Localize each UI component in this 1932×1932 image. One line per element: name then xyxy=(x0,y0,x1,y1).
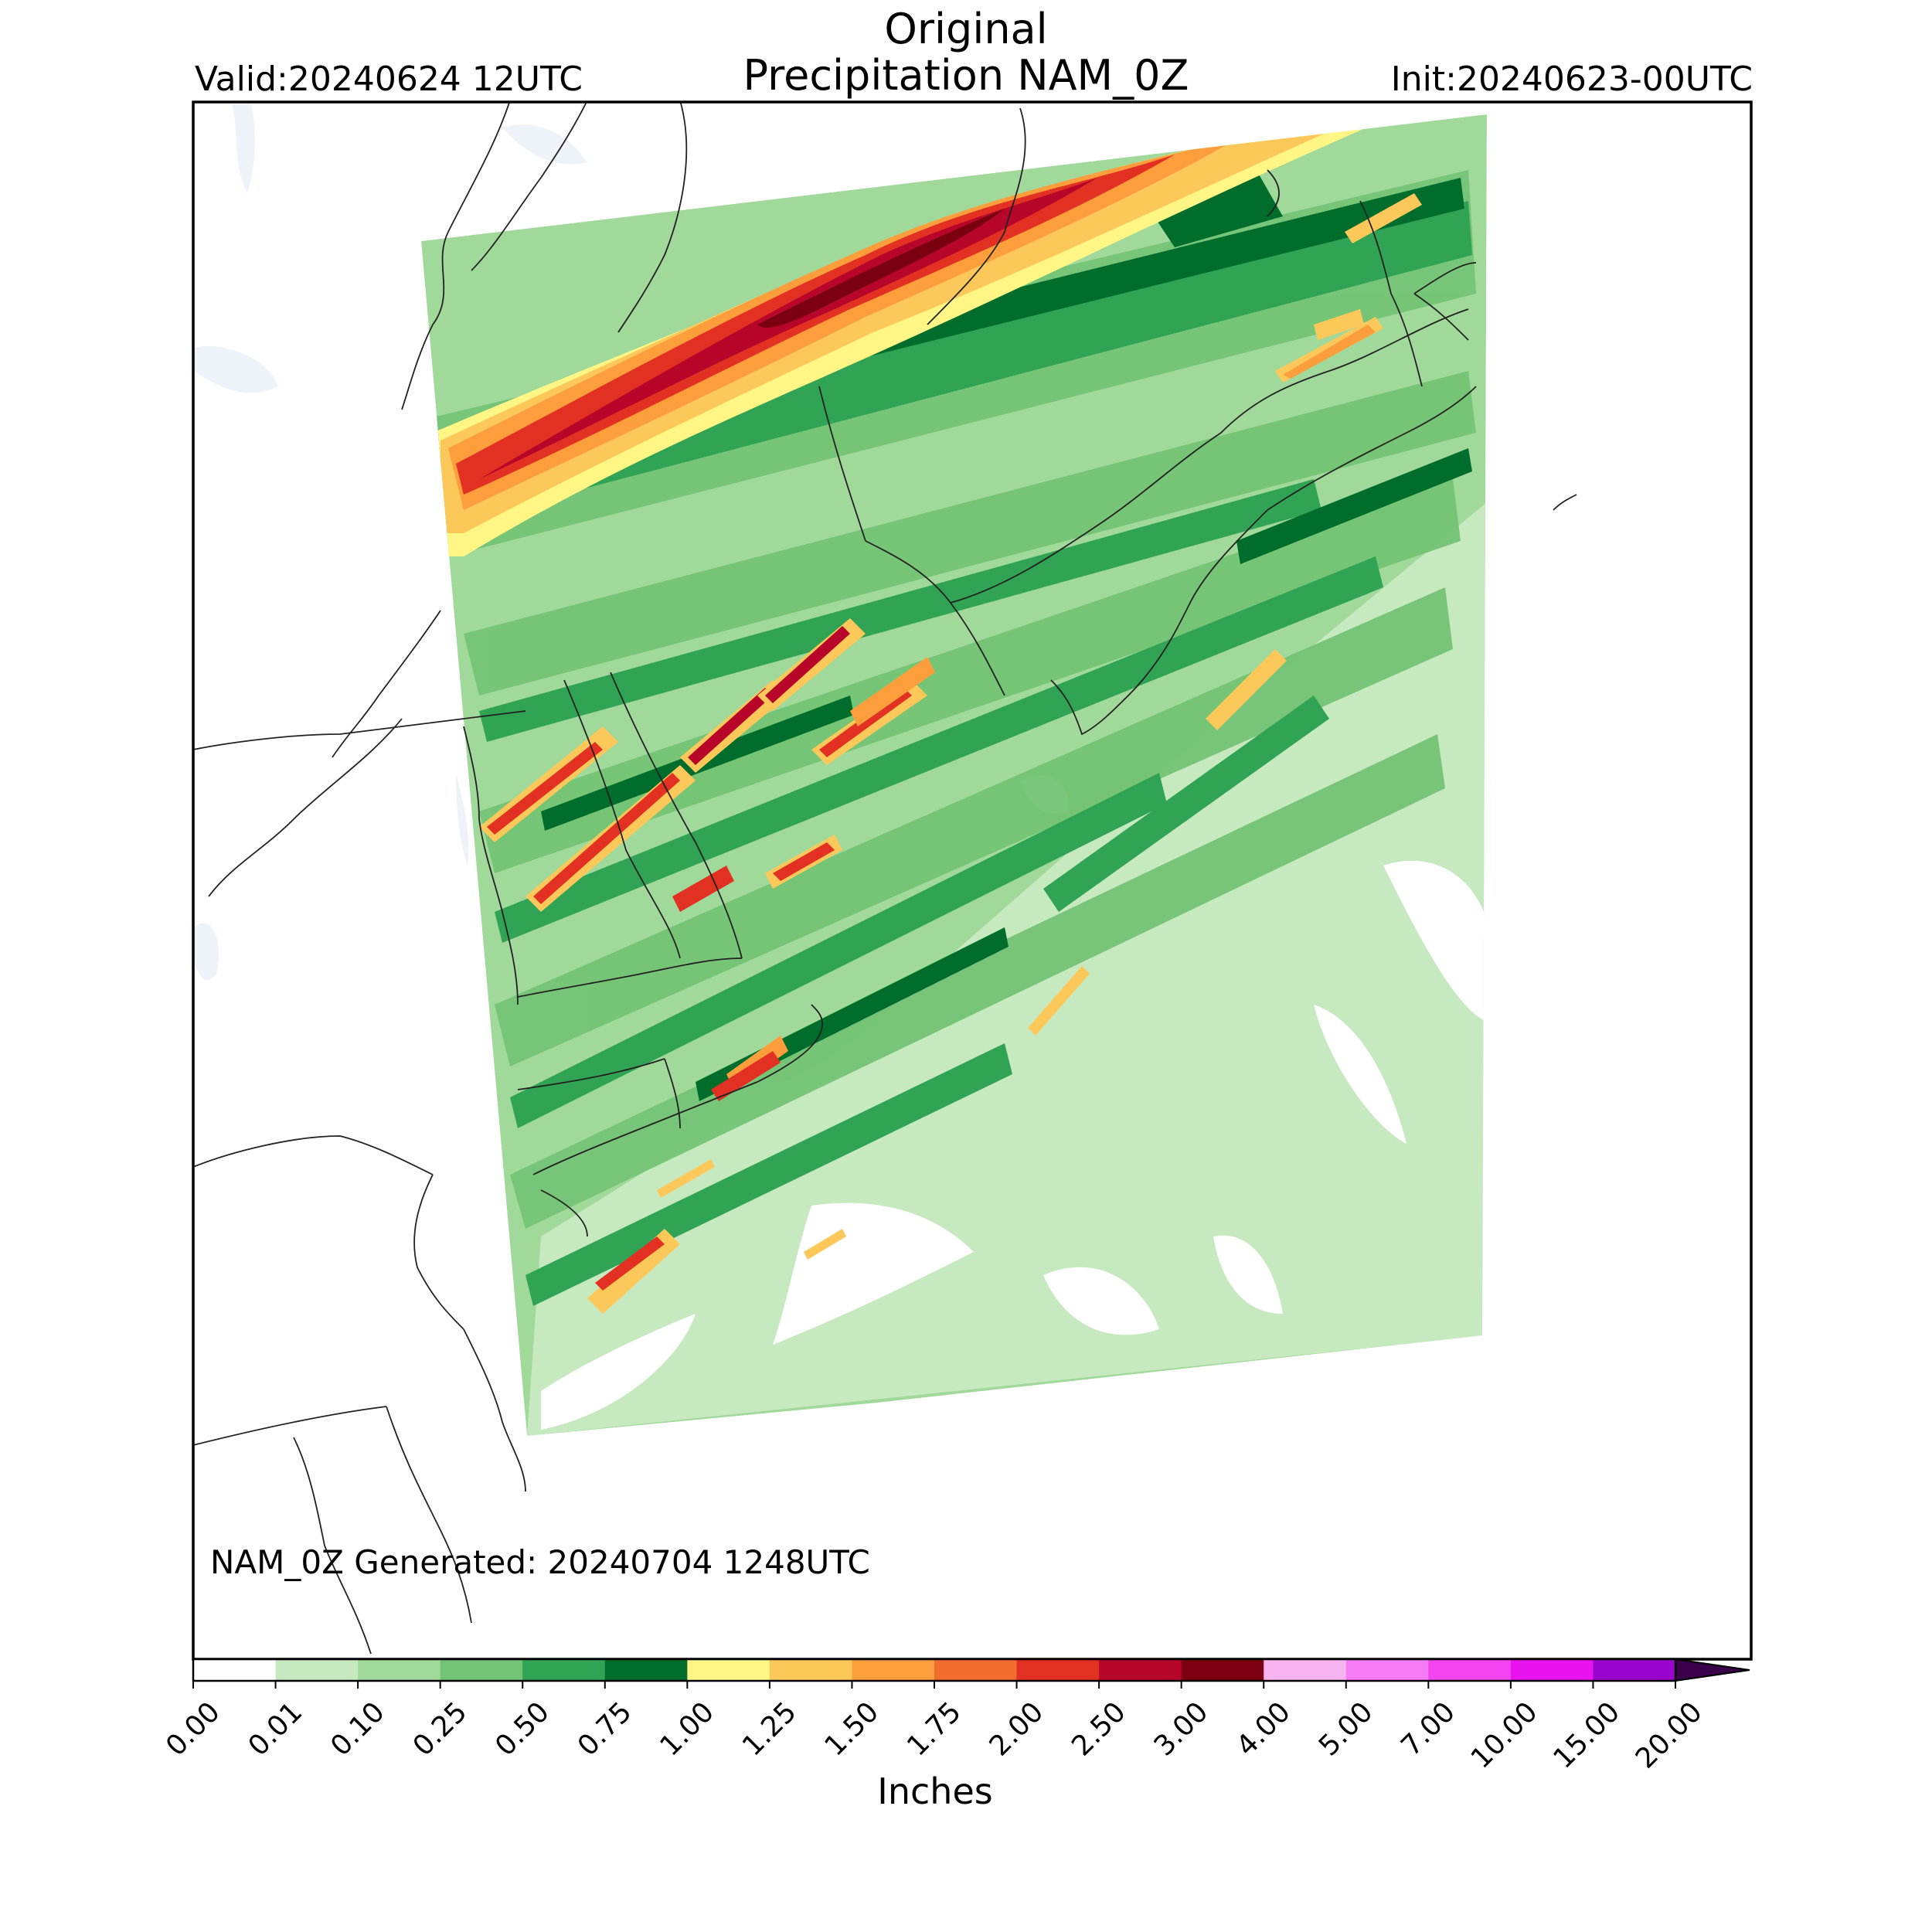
colorbar-tick-label: 20.00 xyxy=(1630,1696,1709,1775)
colorbar-tick-label: 0.50 xyxy=(489,1696,556,1763)
colorbar-cell xyxy=(1593,1659,1676,1681)
colorbar-tick-label: 5.00 xyxy=(1313,1696,1379,1763)
colorbar-tick-label: 7.00 xyxy=(1395,1696,1461,1763)
colorbar-cell xyxy=(687,1659,770,1681)
colorbar-tick-label: 0.00 xyxy=(160,1696,226,1763)
colorbar-tick-label: 4.00 xyxy=(1230,1696,1297,1763)
colorbar-cell xyxy=(1099,1659,1182,1681)
colorbar-ticks: 0.00 0.01 0.10 0.25 0.50 0.75 1.00 1.25 1.50 1.75… xyxy=(160,1681,1709,1775)
colorbar-cell xyxy=(1016,1659,1100,1681)
colorbar-tick-label: 1.00 xyxy=(654,1696,720,1763)
colorbar-tick-label: 0.25 xyxy=(407,1696,474,1763)
colorbar-tick-label: 0.75 xyxy=(572,1696,638,1763)
init-time-label: Init:20240623-00UTC xyxy=(1390,60,1753,99)
precipitation-map xyxy=(192,100,1753,1661)
colorbar-cell xyxy=(193,1659,277,1681)
colorbar-tick-label: 2.50 xyxy=(1066,1696,1132,1763)
colorbar-tick-label: 0.10 xyxy=(325,1696,391,1763)
colorbar-tick-label: 1.50 xyxy=(819,1696,886,1763)
colorbar-unit-label: Inches xyxy=(877,1770,993,1812)
title-line-2: Precipitation NAM_0Z xyxy=(743,51,1189,100)
colorbar-cell xyxy=(275,1659,359,1681)
precipitation-field xyxy=(421,114,1487,1436)
colorbar-cell xyxy=(769,1659,852,1681)
colorbar-cell xyxy=(852,1659,935,1681)
generated-label: NAM_0Z Generated: 20240704 1248UTC xyxy=(210,1543,870,1581)
colorbar-tick-label: 1.75 xyxy=(901,1696,968,1763)
coastlines-and-borders xyxy=(193,102,1577,1655)
colorbar-cell xyxy=(934,1659,1018,1681)
valid-time-label: Valid:20240624 12UTC xyxy=(195,60,583,99)
colorbar-cell xyxy=(358,1659,441,1681)
title-line-1: Original xyxy=(884,5,1048,53)
colorbar-cell xyxy=(1264,1659,1347,1681)
colorbar-tick-label: 1.25 xyxy=(736,1696,803,1763)
colorbar-cell xyxy=(1510,1659,1594,1681)
colorbar-cell xyxy=(1181,1659,1264,1681)
colorbar-tick-label: 3.00 xyxy=(1148,1696,1215,1763)
colorbar-cell xyxy=(1428,1659,1512,1681)
colorbar-cell xyxy=(1345,1659,1429,1681)
colorbar-extend-arrow xyxy=(1675,1658,1750,1682)
colorbar-cells xyxy=(192,1658,1750,1682)
colorbar-cell xyxy=(440,1659,523,1681)
colorbar-cell xyxy=(604,1659,688,1681)
colorbar-tick-label: 10.00 xyxy=(1465,1696,1544,1775)
colorbar-tick-label: 0.01 xyxy=(243,1696,309,1763)
water-bodies xyxy=(193,104,587,981)
colorbar-tick-label: 15.00 xyxy=(1547,1696,1626,1775)
colorbar-tick-label: 2.00 xyxy=(984,1696,1050,1763)
colorbar-cell xyxy=(522,1659,606,1681)
